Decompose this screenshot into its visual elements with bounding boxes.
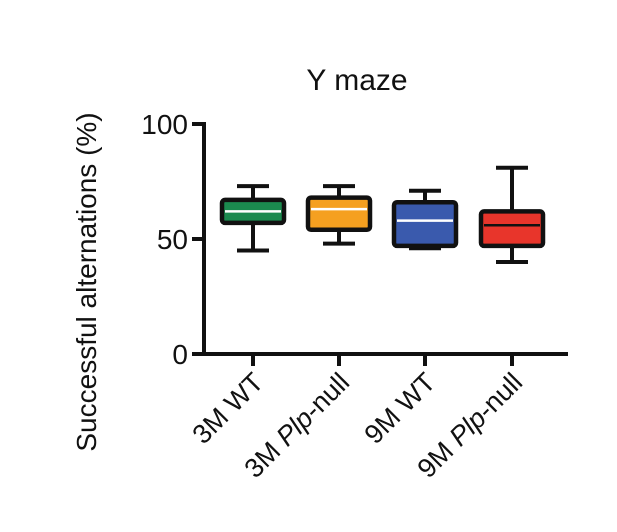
y-tick-label-100: 100 — [141, 109, 188, 140]
y-tick-label-0: 0 — [172, 339, 188, 370]
box-2 — [391, 188, 459, 251]
box-3 — [478, 165, 546, 264]
x-category-label-2: 9M WT — [359, 367, 442, 450]
x-category-label-0: 3M WT — [187, 367, 270, 450]
iqr-box — [478, 209, 546, 249]
y-tick-label-50: 50 — [157, 224, 188, 255]
box-1 — [305, 184, 373, 246]
y-axis-label: Successful alternations (%) — [71, 112, 102, 451]
y-axis-ticks: 0 50 100 — [141, 109, 514, 370]
boxes — [219, 165, 546, 264]
box-0 — [219, 184, 287, 253]
chart-title: Y maze — [306, 64, 407, 97]
iqr-box — [391, 199, 459, 249]
iqr-box — [305, 195, 373, 233]
